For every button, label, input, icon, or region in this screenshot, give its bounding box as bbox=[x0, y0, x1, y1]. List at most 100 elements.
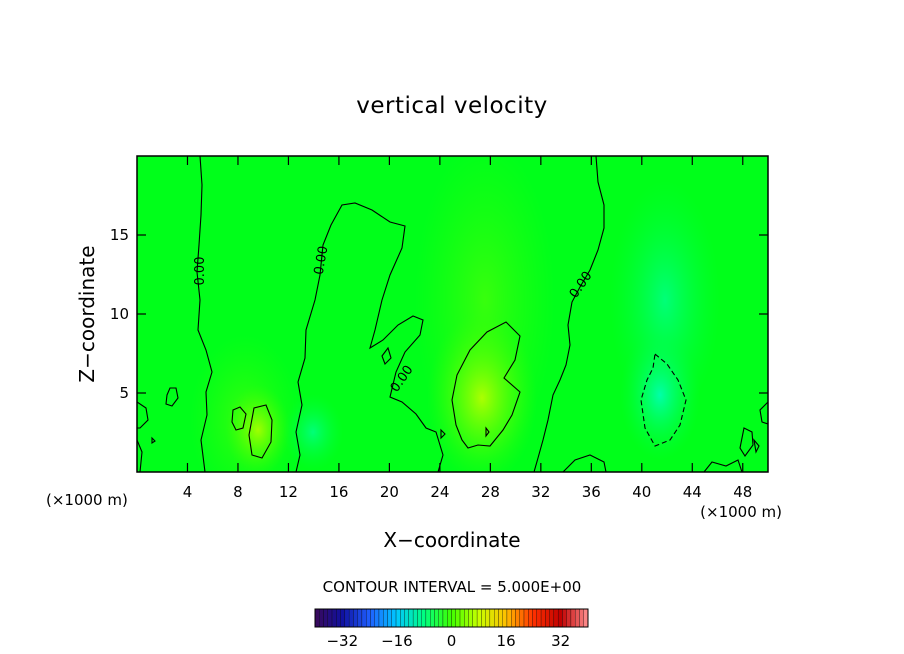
colorbar-cell bbox=[340, 608, 346, 628]
colorbar-cell bbox=[523, 608, 529, 628]
x-axis-label: X−coordinate bbox=[383, 528, 520, 552]
colorbar-cell bbox=[532, 608, 537, 628]
small-contour-d bbox=[137, 401, 149, 429]
colorbar-cell bbox=[553, 608, 559, 628]
colorbar-cell bbox=[536, 608, 542, 628]
contours bbox=[137, 156, 768, 472]
y-tick-label: 15 bbox=[110, 226, 129, 244]
zero-contour-3 bbox=[533, 156, 605, 472]
colorbar-cell bbox=[417, 608, 422, 628]
colorbar-cell bbox=[348, 608, 354, 628]
small-contour-f bbox=[739, 427, 754, 457]
small-contour-b bbox=[231, 406, 247, 431]
zero-contour-2 bbox=[295, 202, 444, 472]
field-blob-updraft-left bbox=[226, 385, 290, 472]
colorbar-cell bbox=[570, 608, 576, 628]
colorbar-cell bbox=[400, 608, 405, 628]
contour-label-2: 0.00 bbox=[312, 245, 332, 276]
field-shading bbox=[190, 156, 720, 472]
colorbar-cell bbox=[319, 608, 324, 628]
colorbar-cell bbox=[361, 608, 367, 628]
colorbar-cell bbox=[579, 608, 584, 628]
colorbar-cell bbox=[430, 608, 435, 628]
x-tick-label: 24 bbox=[430, 483, 449, 501]
colorbar-cell bbox=[562, 608, 567, 628]
colorbar-cell bbox=[549, 608, 555, 628]
colorbar-cell bbox=[323, 608, 328, 628]
zero-contour-1 bbox=[196, 156, 213, 472]
updraft-contour-left bbox=[248, 404, 273, 459]
contour-label-1: 0.00 bbox=[193, 257, 208, 286]
colorbar-cell bbox=[353, 608, 358, 628]
x-tick-label: 12 bbox=[279, 483, 298, 501]
colorbar-frame bbox=[314, 608, 589, 628]
colorbar-cell bbox=[447, 608, 452, 628]
colorbar-cell bbox=[515, 608, 520, 628]
x-tick-label: 8 bbox=[233, 483, 243, 501]
colorbar-cell bbox=[434, 608, 439, 628]
colorbar-cells bbox=[314, 608, 589, 628]
colorbar-cell bbox=[545, 608, 550, 628]
colorbar-cell bbox=[528, 608, 533, 628]
colorbar-cell bbox=[370, 608, 375, 628]
colorbar-cell bbox=[459, 608, 465, 628]
contour-interval-label: CONTOUR INTERVAL = 5.000E+00 bbox=[323, 578, 582, 596]
colorbar-cell bbox=[327, 608, 333, 628]
colorbar-cell bbox=[387, 608, 392, 628]
colorbar-cell bbox=[464, 608, 469, 628]
x-unit-left: (×1000 m) bbox=[46, 491, 128, 509]
small-contour-l bbox=[151, 436, 156, 445]
colorbar-cell bbox=[481, 608, 486, 628]
small-contour-k bbox=[440, 428, 446, 440]
colorbar-cell bbox=[519, 608, 525, 628]
colorbar-cell bbox=[366, 608, 371, 628]
x-ticks: 4 8 12 16 20 24 28 32 36 40 44 48 bbox=[183, 156, 752, 501]
updraft-contour-right bbox=[451, 321, 521, 449]
colorbar-cell bbox=[378, 608, 384, 628]
colorbar-cell bbox=[511, 608, 516, 628]
small-contour-i bbox=[753, 438, 760, 454]
y-tick-label: 10 bbox=[110, 305, 129, 323]
x-tick-label: 48 bbox=[733, 483, 752, 501]
colorbar-cell bbox=[421, 608, 427, 628]
colorbar-cell bbox=[404, 608, 409, 628]
chart-title: vertical velocity bbox=[356, 93, 547, 119]
x-tick-label: 28 bbox=[481, 483, 500, 501]
colorbar-cell bbox=[494, 608, 499, 628]
small-contour-c bbox=[381, 346, 392, 365]
colorbar-cell bbox=[489, 608, 495, 628]
downdraft-contour bbox=[640, 352, 687, 447]
colorbar-cell bbox=[442, 608, 448, 628]
colorbar-tick-label: 32 bbox=[551, 632, 570, 650]
colorbar-cell bbox=[331, 608, 337, 628]
colorbar-cell bbox=[451, 608, 456, 628]
colorbar-cell bbox=[557, 608, 563, 628]
x-tick-label: 20 bbox=[380, 483, 399, 501]
x-tick-label: 44 bbox=[683, 483, 702, 501]
x-tick-label: 4 bbox=[183, 483, 193, 501]
colorbar-ticks: −32 −16 0 16 32 bbox=[326, 632, 570, 650]
x-unit-right: (×1000 m) bbox=[700, 503, 782, 521]
colorbar-cell bbox=[472, 608, 478, 628]
x-tick-label: 32 bbox=[531, 483, 550, 501]
plot-area: 0.00 0.00 0.00 0.00 4 8 12 16 20 24 28 32 36 40 44… bbox=[110, 155, 769, 501]
colorbar-cell bbox=[412, 608, 418, 628]
colorbar-cell bbox=[374, 608, 380, 628]
colorbar-cell bbox=[566, 608, 572, 628]
small-contour-j bbox=[485, 426, 490, 438]
colorbar-cell bbox=[336, 608, 341, 628]
colorbar-cell bbox=[506, 608, 512, 628]
colorbar-cell bbox=[575, 608, 580, 628]
field-blob-downdraft-left bbox=[283, 394, 343, 470]
colorbar-tick-label: −16 bbox=[381, 632, 413, 650]
colorbar-cell bbox=[391, 608, 397, 628]
colorbar-cell bbox=[583, 608, 589, 628]
colorbar-cell bbox=[476, 608, 482, 628]
colorbar-cell bbox=[383, 608, 388, 628]
colorbar-cell bbox=[408, 608, 414, 628]
small-contour-g bbox=[759, 401, 768, 425]
small-contour-h bbox=[703, 459, 743, 472]
colorbar-cell bbox=[395, 608, 401, 628]
colorbar: −32 −16 0 16 32 bbox=[314, 608, 589, 650]
colorbar-cell bbox=[498, 608, 503, 628]
